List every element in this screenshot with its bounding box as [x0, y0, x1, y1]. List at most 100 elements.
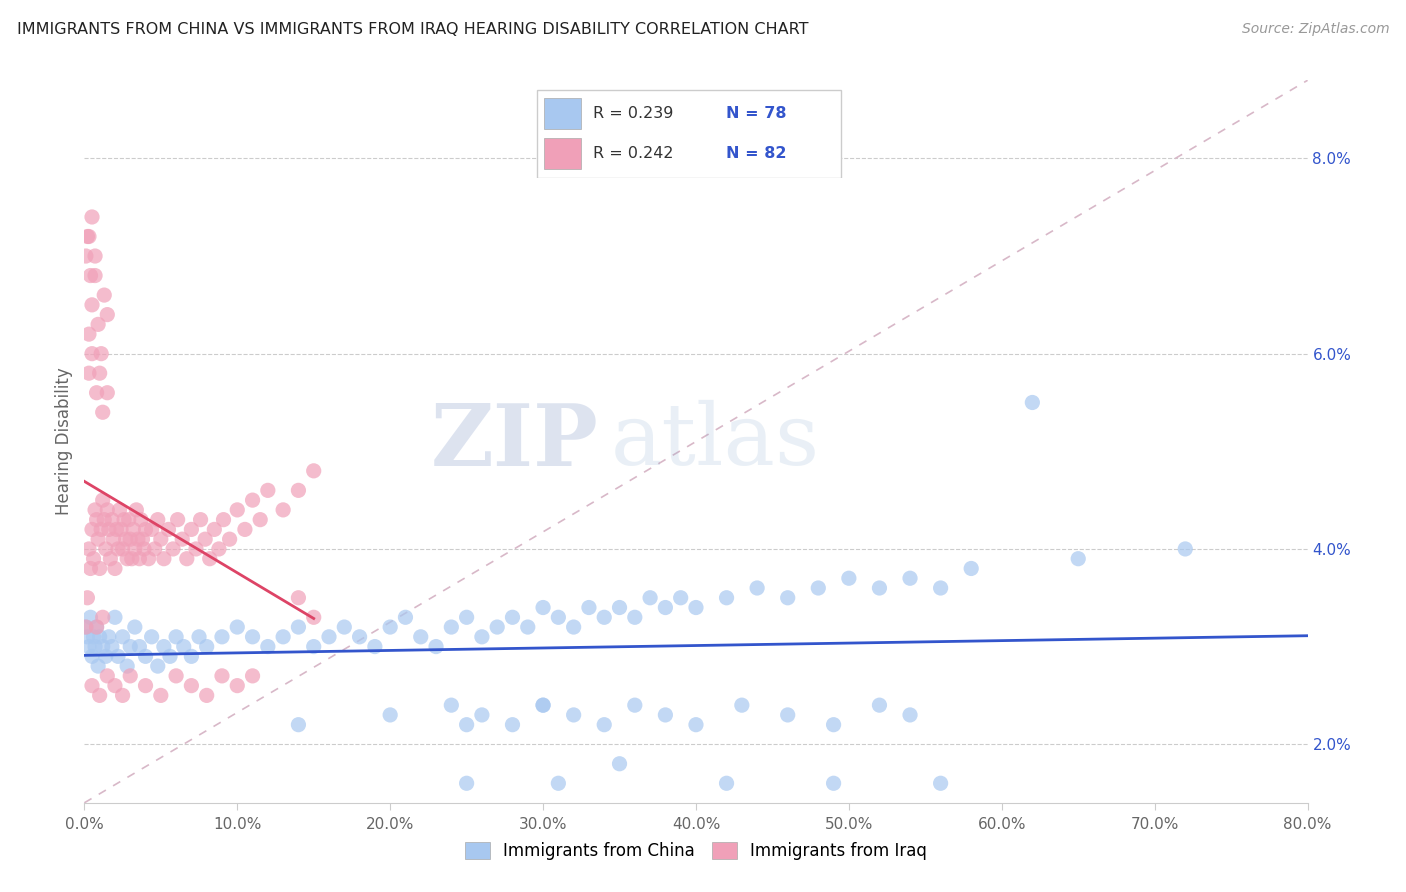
Point: [128, 551, 150, 566]
Point: [77, 366, 100, 380]
Point: [624, 610, 647, 624]
Point: [180, 523, 202, 537]
Point: [456, 610, 478, 624]
Point: [165, 669, 187, 683]
Point: [776, 591, 799, 605]
Point: [125, 503, 148, 517]
Point: [380, 620, 402, 634]
Point: [302, 640, 325, 654]
Point: [456, 717, 478, 731]
Point: [107, 649, 129, 664]
Point: [79, 268, 101, 283]
Point: [115, 659, 138, 673]
Point: [685, 600, 707, 615]
Point: [120, 669, 142, 683]
Point: [77, 327, 100, 342]
Point: [132, 541, 155, 556]
Point: [83, 630, 105, 644]
Point: [111, 541, 134, 556]
Point: [120, 640, 142, 654]
Point: [195, 689, 218, 703]
Point: [195, 640, 218, 654]
Point: [124, 620, 146, 634]
FancyBboxPatch shape: [544, 138, 581, 169]
Point: [141, 630, 163, 644]
Point: [122, 523, 145, 537]
Point: [141, 523, 163, 537]
Point: [226, 679, 249, 693]
Point: [80, 649, 103, 664]
FancyBboxPatch shape: [544, 98, 581, 129]
Point: [333, 620, 356, 634]
Point: [747, 581, 769, 595]
Point: [76, 229, 98, 244]
Point: [609, 600, 631, 615]
Point: [129, 513, 152, 527]
Point: [89, 630, 111, 644]
Point: [79, 561, 101, 575]
Point: [111, 630, 134, 644]
Point: [75, 249, 97, 263]
Point: [486, 620, 509, 634]
Point: [654, 600, 676, 615]
Point: [1021, 395, 1043, 409]
Point: [89, 689, 111, 703]
Point: [502, 717, 524, 731]
Point: [96, 503, 118, 517]
Point: [77, 229, 100, 244]
Point: [97, 523, 120, 537]
Point: [669, 591, 692, 605]
Point: [807, 581, 830, 595]
Text: R = 0.239: R = 0.239: [593, 106, 673, 121]
Point: [107, 541, 129, 556]
Point: [90, 523, 112, 537]
Point: [208, 541, 231, 556]
Point: [184, 541, 207, 556]
Point: [111, 689, 134, 703]
Point: [287, 620, 309, 634]
Point: [91, 640, 114, 654]
Point: [146, 513, 169, 527]
Point: [162, 541, 184, 556]
Point: [80, 523, 103, 537]
Point: [118, 513, 141, 527]
Text: N = 82: N = 82: [725, 146, 786, 161]
Point: [531, 698, 554, 713]
Point: [271, 503, 294, 517]
Point: [84, 249, 107, 263]
Point: [97, 630, 120, 644]
Point: [153, 551, 176, 566]
Point: [302, 464, 325, 478]
Point: [165, 630, 187, 644]
Point: [104, 610, 127, 624]
Point: [149, 689, 172, 703]
Point: [609, 756, 631, 771]
Point: [93, 513, 115, 527]
Point: [425, 640, 447, 654]
Point: [105, 523, 128, 537]
Point: [257, 483, 280, 498]
Point: [562, 620, 585, 634]
Point: [440, 620, 463, 634]
Point: [471, 707, 494, 722]
Point: [960, 561, 983, 575]
Point: [226, 620, 249, 634]
Point: [146, 659, 169, 673]
Point: [898, 571, 921, 585]
Point: [211, 669, 233, 683]
Point: [180, 649, 202, 664]
Point: [409, 630, 432, 644]
Point: [502, 610, 524, 624]
Point: [80, 679, 103, 693]
Point: [135, 649, 157, 664]
Point: [79, 610, 101, 624]
Point: [716, 591, 738, 605]
Point: [86, 620, 108, 634]
Point: [149, 532, 172, 546]
Point: [90, 346, 112, 360]
Point: [271, 630, 294, 644]
Point: [249, 513, 271, 527]
Point: [159, 649, 181, 664]
Point: [242, 493, 264, 508]
Legend: Immigrants from China, Immigrants from Iraq: Immigrants from China, Immigrants from I…: [458, 835, 934, 867]
